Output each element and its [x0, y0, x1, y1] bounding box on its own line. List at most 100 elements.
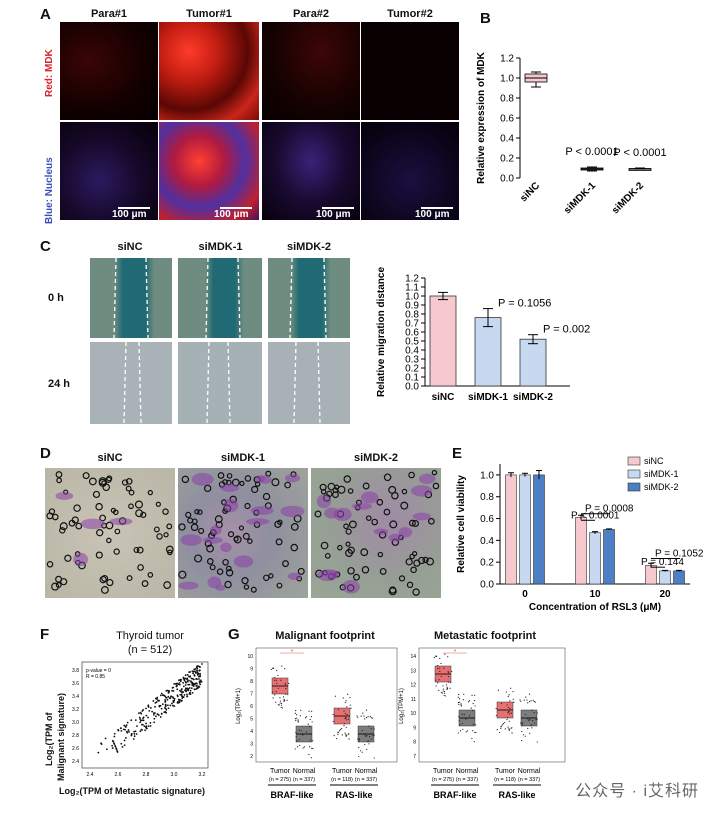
- data-point: [337, 732, 339, 734]
- p-value-label: P < 0.0001: [565, 146, 618, 158]
- y-tick-label: 0.4: [405, 346, 419, 357]
- y-tick-label: 4: [250, 729, 253, 735]
- data-point: [337, 733, 339, 736]
- data-point: [501, 724, 504, 726]
- scatter-point: [135, 733, 138, 735]
- panel-f-ylabel-1: Log₂(TPM of: [44, 712, 54, 766]
- data-point: [334, 695, 336, 697]
- data-point: [457, 696, 459, 698]
- data-point: [358, 737, 360, 740]
- scatter-point: [184, 684, 187, 686]
- data-point: [358, 739, 361, 741]
- scatter-point: [130, 732, 133, 735]
- y-tick-label: 1.0: [500, 74, 514, 85]
- data-point: [309, 739, 311, 741]
- data-point: [528, 701, 531, 703]
- data-point: [304, 717, 307, 719]
- scatter-point: [183, 694, 186, 696]
- pore: [406, 581, 414, 589]
- data-point: [298, 738, 300, 740]
- y-tick-label: 5: [250, 717, 253, 723]
- data-point: [526, 699, 528, 701]
- data-point: [368, 743, 370, 745]
- data-point: [510, 687, 512, 689]
- scatter-point: [196, 669, 198, 672]
- pore: [389, 520, 398, 529]
- bar: [673, 570, 685, 585]
- data-point: [528, 693, 531, 695]
- data-point: [270, 668, 272, 671]
- y-axis-label: Relative migration distance: [376, 267, 387, 397]
- y-tick-label: 13: [410, 668, 416, 674]
- panel-c-header-sinc: siNC: [117, 241, 143, 253]
- pore: [125, 485, 132, 492]
- scatter-point: [159, 716, 162, 718]
- data-point: [310, 757, 312, 759]
- scatter-point: [168, 697, 171, 699]
- data-point: [508, 720, 510, 722]
- data-point: [360, 715, 362, 717]
- scatter-point: [124, 728, 127, 731]
- group-label: Tumor: [332, 768, 353, 775]
- data-point: [366, 735, 368, 737]
- pore: [178, 570, 187, 579]
- data-point: [280, 706, 282, 709]
- pore: [135, 509, 144, 518]
- data-point: [500, 727, 502, 730]
- pore: [178, 523, 186, 531]
- data-point: [295, 710, 297, 712]
- scatter-point: [191, 670, 194, 672]
- data-point: [448, 675, 450, 678]
- pore: [121, 479, 129, 486]
- pore: [216, 568, 224, 575]
- scatter-point: [159, 694, 162, 697]
- micrograph-tumor2-merged: [361, 122, 459, 220]
- data-point: [341, 734, 343, 736]
- data-point: [368, 725, 370, 727]
- scatter-point: [124, 737, 127, 739]
- y-tick-label: 12: [410, 683, 416, 689]
- pore: [271, 478, 280, 487]
- scatter-point: [193, 688, 196, 691]
- y-tick-label: 0.8: [480, 492, 494, 503]
- scatter-point: [176, 700, 179, 703]
- data-point: [458, 698, 461, 700]
- y-tick-label: 3.6: [72, 681, 79, 687]
- data-point: [272, 691, 274, 693]
- pore: [263, 574, 270, 582]
- scatter-point: [171, 702, 173, 705]
- p-value-label: P < 0.0001: [571, 510, 620, 521]
- scatter-point: [198, 681, 201, 684]
- x-tick-label: siMDK-1: [468, 392, 508, 403]
- data-point: [284, 684, 287, 686]
- pore: [241, 577, 249, 585]
- data-point: [461, 722, 463, 724]
- micrograph-para1-mdk: [60, 22, 158, 120]
- scatter-point: [176, 695, 179, 698]
- scatter-point: [197, 675, 200, 678]
- data-point: [437, 664, 439, 667]
- scatter-point: [134, 719, 137, 722]
- group-label: Tumor: [495, 768, 516, 775]
- data-point: [532, 717, 534, 719]
- data-point: [512, 691, 514, 693]
- scatter-point: [181, 691, 184, 693]
- scatter-point: [196, 678, 198, 681]
- data-point: [447, 672, 450, 674]
- data-point: [361, 729, 364, 732]
- n-label: (n = 275): [432, 777, 454, 783]
- pore: [82, 472, 90, 480]
- data-point: [345, 735, 347, 737]
- pore: [365, 515, 372, 521]
- data-point: [502, 722, 505, 725]
- data-point: [508, 711, 510, 713]
- data-point: [345, 717, 347, 719]
- sig-marker: *: [291, 649, 294, 656]
- panel-c-header-simdk2: siMDK-2: [286, 241, 331, 253]
- data-point: [358, 733, 360, 735]
- y-tick-label: 2.8: [72, 733, 79, 739]
- scatter-point: [147, 716, 149, 719]
- data-point: [451, 670, 453, 673]
